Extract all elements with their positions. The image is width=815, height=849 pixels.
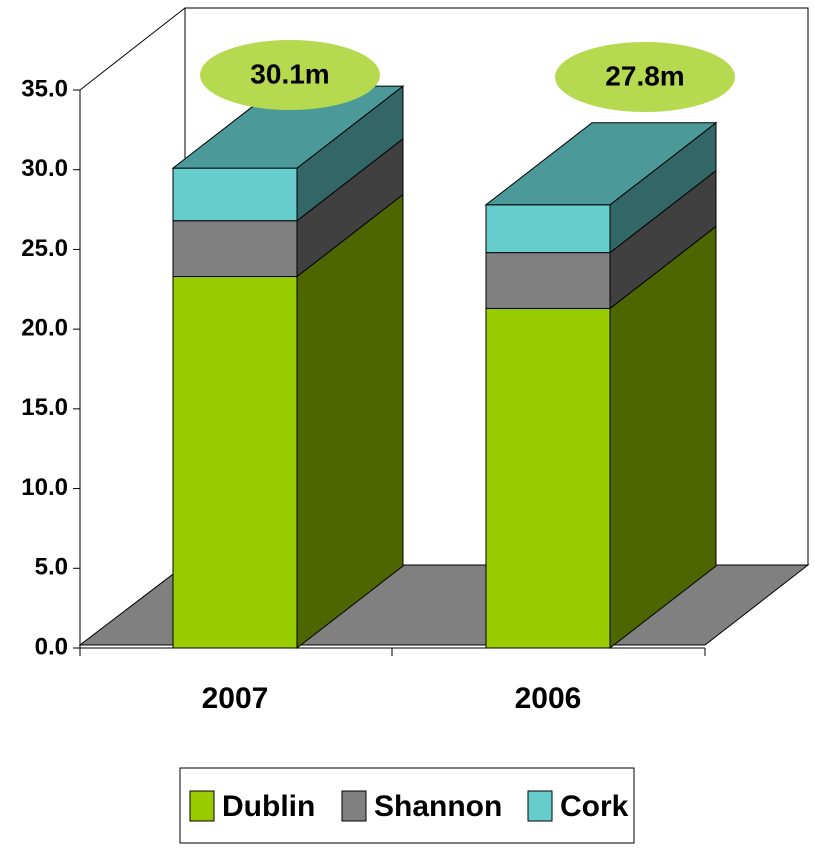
side-wall-edge bbox=[79, 7, 186, 91]
legend-label: Dublin bbox=[222, 790, 315, 823]
total-label: 27.8m bbox=[605, 60, 684, 91]
legend-swatch bbox=[189, 790, 215, 822]
y-tick-label: 5.0 bbox=[35, 554, 68, 581]
bar-front bbox=[172, 220, 298, 278]
bar-front bbox=[485, 204, 611, 254]
legend-box bbox=[179, 767, 635, 844]
legend-swatch bbox=[341, 790, 367, 822]
total-label: 30.1m bbox=[250, 58, 329, 89]
y-tick-label: 10.0 bbox=[21, 474, 68, 501]
bar-front bbox=[172, 167, 298, 222]
legend-swatch bbox=[527, 790, 553, 822]
bar-front bbox=[485, 307, 611, 649]
legend-label: Shannon bbox=[374, 790, 502, 823]
y-tick-label: 20.0 bbox=[21, 314, 68, 341]
bar-front bbox=[172, 276, 298, 649]
y-tick-label: 15.0 bbox=[21, 394, 68, 421]
bar-front bbox=[485, 252, 611, 309]
y-tick-label: 0.0 bbox=[35, 633, 68, 660]
x-tick-label: 2007 bbox=[202, 682, 269, 715]
legend-label: Cork bbox=[560, 790, 629, 823]
total-bubble bbox=[200, 40, 380, 110]
bar-top bbox=[484, 122, 718, 206]
y-tick-label: 35.0 bbox=[21, 75, 68, 102]
total-bubble bbox=[555, 42, 735, 112]
y-tick-label: 25.0 bbox=[21, 235, 68, 262]
x-tick-label: 2006 bbox=[515, 682, 582, 715]
bar-top bbox=[171, 85, 405, 169]
y-tick-label: 30.0 bbox=[21, 155, 68, 182]
